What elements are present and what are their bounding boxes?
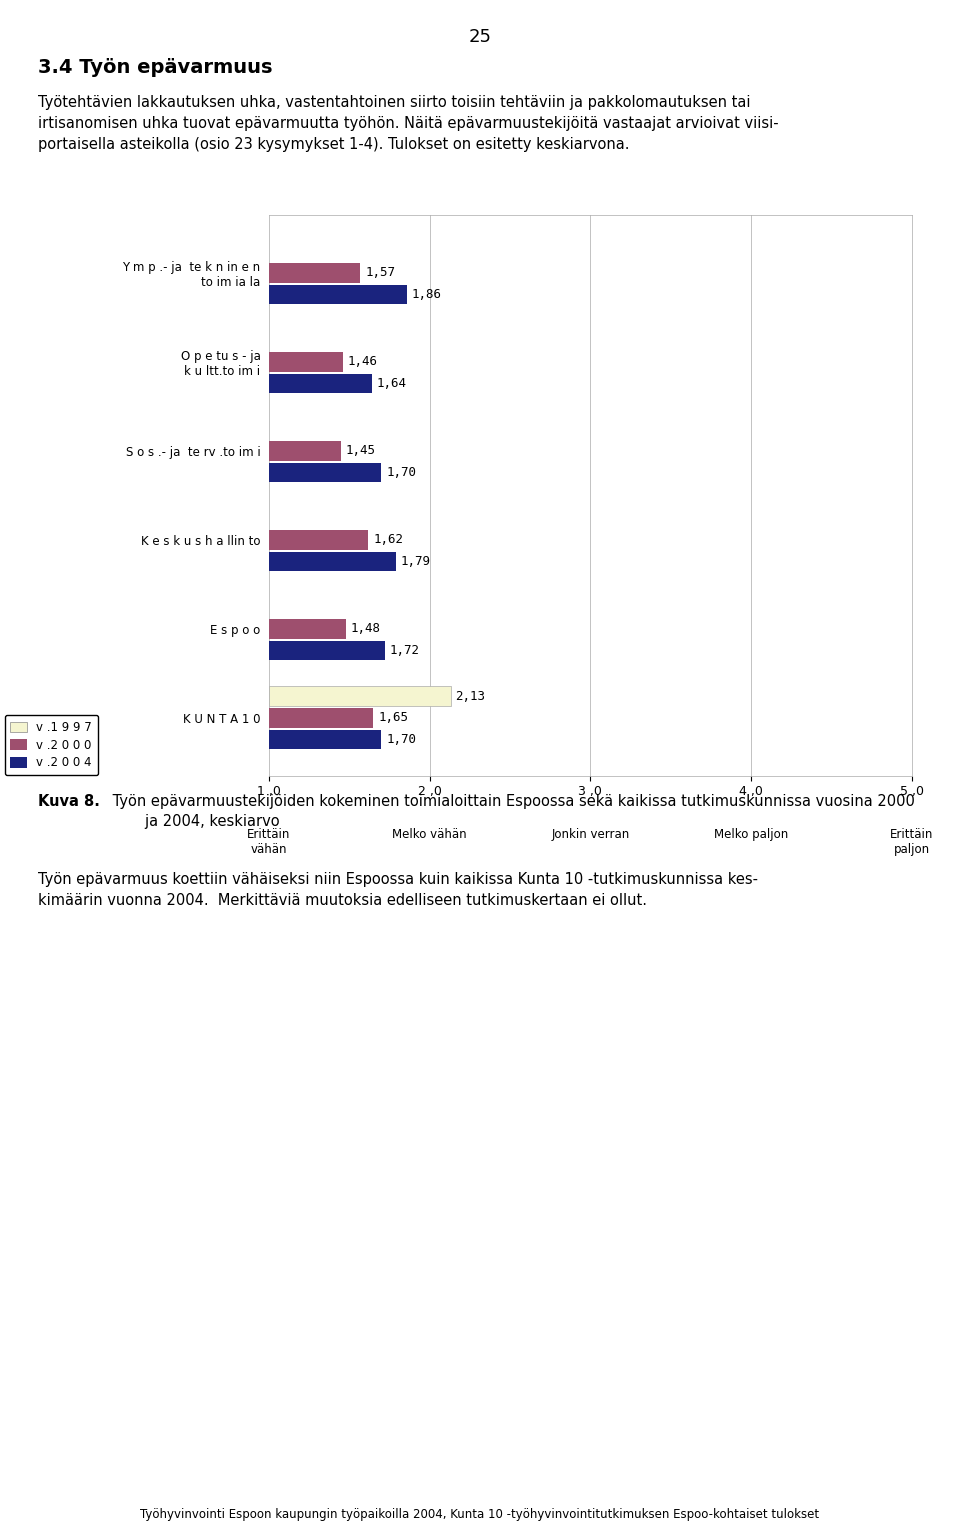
Text: Jonkin verran: Jonkin verran (551, 828, 630, 842)
Text: Melko paljon: Melko paljon (714, 828, 788, 842)
Text: Työn epävarmuus koettiin vähäiseksi niin Espoossa kuin kaikissa Kunta 10 -tutkim: Työn epävarmuus koettiin vähäiseksi niin… (38, 872, 758, 908)
Text: Työn epävarmuustekijöiden kokeminen toimialoittain Espoossa sekä kaikissa tutkim: Työn epävarmuustekijöiden kokeminen toim… (108, 794, 915, 829)
Bar (269, 708, 373, 728)
Bar (269, 373, 372, 393)
Bar (269, 730, 381, 750)
Bar (269, 641, 385, 660)
Text: 1,57: 1,57 (365, 266, 396, 280)
Bar (269, 462, 381, 482)
Text: 1,86: 1,86 (412, 289, 442, 301)
Text: 1,65: 1,65 (378, 711, 408, 725)
Text: Erittäin
vähän: Erittäin vähän (247, 828, 291, 857)
Text: Työtehtävien lakkautuksen uhka, vastentahtoinen siirto toisiin tehtäviin ja pakk: Työtehtävien lakkautuksen uhka, vastenta… (38, 95, 779, 152)
Bar (269, 619, 346, 639)
Text: Kuva 8.: Kuva 8. (38, 794, 100, 809)
Text: 1,70: 1,70 (386, 465, 417, 479)
Text: 1,70: 1,70 (386, 733, 417, 746)
Text: 1,48: 1,48 (350, 622, 381, 636)
Bar (269, 551, 396, 571)
Text: 1,64: 1,64 (376, 378, 406, 390)
Text: 25: 25 (468, 28, 492, 46)
Text: Melko vähän: Melko vähän (393, 828, 467, 842)
Text: 1,79: 1,79 (400, 554, 431, 568)
Legend: v .1 9 9 7, v .2 0 0 0, v .2 0 0 4: v .1 9 9 7, v .2 0 0 0, v .2 0 0 4 (5, 716, 98, 776)
Bar (269, 352, 343, 372)
Bar (269, 263, 360, 283)
Bar (269, 441, 341, 461)
Bar (269, 284, 407, 304)
Bar (269, 530, 369, 550)
Text: 1,45: 1,45 (346, 444, 376, 458)
Text: 2,13: 2,13 (455, 690, 486, 702)
Text: 1,62: 1,62 (373, 533, 403, 547)
Text: 1,72: 1,72 (390, 644, 420, 657)
Text: 3.4 Työn epävarmuus: 3.4 Työn epävarmuus (38, 58, 273, 77)
Text: Erittäin
paljon: Erittäin paljon (890, 828, 934, 857)
Text: 1,46: 1,46 (348, 355, 377, 369)
Bar (269, 687, 450, 707)
Text: Työhyvinvointi Espoon kaupungin työpaikoilla 2004, Kunta 10 -työhyvinvointitutki: Työhyvinvointi Espoon kaupungin työpaiko… (140, 1508, 820, 1521)
